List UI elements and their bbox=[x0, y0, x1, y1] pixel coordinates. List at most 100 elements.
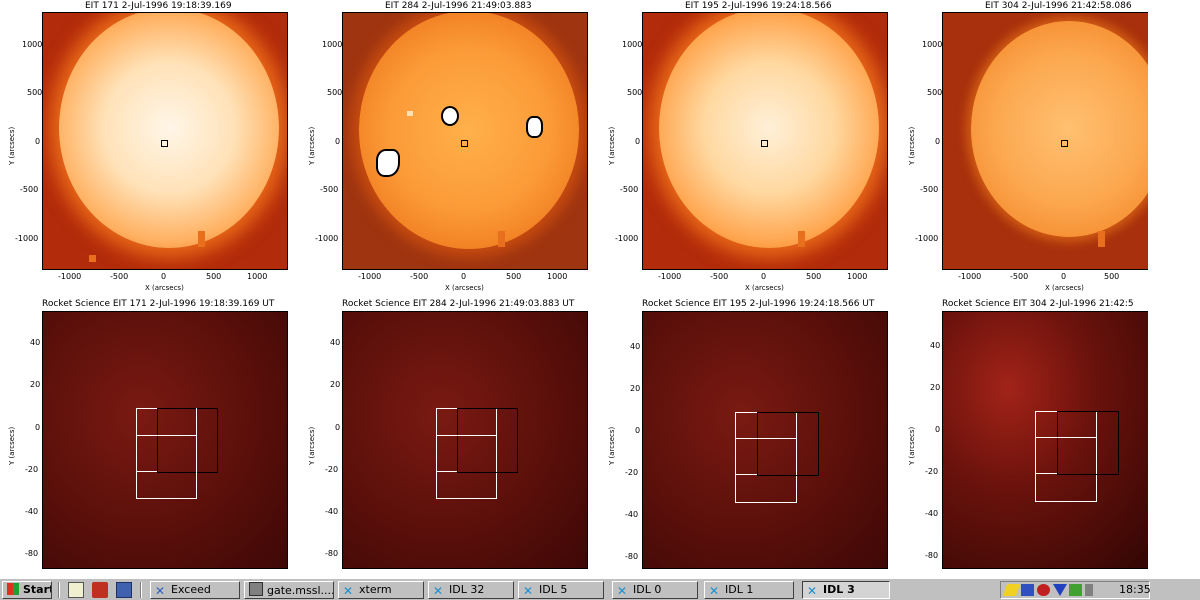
y-tick: 40 bbox=[930, 341, 941, 350]
x-tick: -1000 bbox=[58, 272, 82, 281]
taskbar-button-exceed[interactable]: ✕ Exceed bbox=[150, 581, 240, 599]
y-axis-label: Y (arcsecs) bbox=[908, 426, 916, 465]
system-tray: 18:35 bbox=[1000, 581, 1151, 599]
taskbar-button-label: IDL 0 bbox=[633, 583, 662, 596]
plot-title: EIT 304 2-Jul-1996 21:42:58.086 bbox=[985, 1, 1132, 11]
sun-image-195 bbox=[642, 12, 888, 270]
x-tick: 500 bbox=[206, 272, 222, 281]
y-tick: -20 bbox=[925, 467, 939, 476]
y-tick: -500 bbox=[320, 185, 339, 194]
plot-title: Rocket Science EIT 195 2-Jul-1996 19:24:… bbox=[642, 299, 875, 309]
y-tick: 500 bbox=[627, 88, 643, 97]
x-axis-label: X (arcsecs) bbox=[1045, 284, 1084, 292]
taskbar-divider bbox=[140, 582, 142, 598]
taskbar-button-telnet[interactable]: gate.mssl.... bbox=[244, 581, 334, 599]
y-tick: 20 bbox=[30, 380, 41, 389]
start-button[interactable]: Start bbox=[2, 581, 52, 599]
network-icon[interactable] bbox=[116, 582, 132, 598]
y-axis-label: Y (arcsecs) bbox=[8, 126, 16, 165]
y-tick: -20 bbox=[25, 465, 39, 474]
display-icon[interactable] bbox=[1021, 584, 1034, 596]
y-tick: -80 bbox=[925, 551, 939, 560]
y-axis-label: Y (arcsecs) bbox=[608, 426, 616, 465]
y-tick: 0 bbox=[35, 423, 41, 432]
y-tick: 0 bbox=[635, 426, 641, 435]
x-tick: -1000 bbox=[958, 272, 982, 281]
taskbar-button-idl3[interactable]: ✕ IDL 3 bbox=[802, 581, 890, 599]
y-tick: 1000 bbox=[322, 40, 343, 49]
y-tick: 500 bbox=[27, 88, 43, 97]
telnet-icon bbox=[249, 582, 263, 596]
volume-icon[interactable] bbox=[1085, 584, 1093, 596]
taskbar-button-label: Exceed bbox=[171, 583, 211, 596]
y-tick: 40 bbox=[330, 338, 341, 347]
sun-image-284 bbox=[342, 12, 588, 270]
y-tick: 20 bbox=[630, 384, 641, 393]
taskbar-button-label: gate.mssl.... bbox=[267, 584, 334, 597]
x-tick: -1000 bbox=[658, 272, 682, 281]
y-axis-label: Y (arcsecs) bbox=[608, 126, 616, 165]
desktop-background bbox=[1148, 0, 1200, 600]
y-tick: -20 bbox=[625, 468, 639, 477]
x-axis-label: X (arcsecs) bbox=[145, 284, 184, 292]
y-tick: 1000 bbox=[22, 40, 43, 49]
y-tick: 1000 bbox=[922, 40, 943, 49]
app-launcher-icon[interactable] bbox=[92, 582, 108, 598]
x-icon: ✕ bbox=[709, 584, 720, 598]
app-tray-icon[interactable] bbox=[1069, 584, 1082, 596]
y-tick: -500 bbox=[920, 185, 939, 194]
exceed-icon: ✕ bbox=[155, 584, 166, 598]
x-tick: 500 bbox=[1104, 272, 1120, 281]
y-tick: 0 bbox=[935, 137, 941, 146]
antivirus-icon[interactable] bbox=[1037, 584, 1050, 596]
taskbar-button-idl0[interactable]: ✕ IDL 0 bbox=[612, 581, 698, 599]
x-icon: ✕ bbox=[343, 584, 354, 598]
y-tick: -40 bbox=[625, 510, 639, 519]
y-tick: 0 bbox=[35, 137, 41, 146]
x-tick: 500 bbox=[806, 272, 822, 281]
y-tick: -40 bbox=[25, 507, 39, 516]
sun-image-304 bbox=[942, 12, 1148, 270]
y-tick: -40 bbox=[325, 507, 339, 516]
x-axis-label: X (arcsecs) bbox=[745, 284, 784, 292]
x-icon: ✕ bbox=[617, 584, 628, 598]
y-tick: 0 bbox=[635, 137, 641, 146]
y-axis-label: Y (arcsecs) bbox=[308, 126, 316, 165]
y-axis-label: Y (arcsecs) bbox=[908, 126, 916, 165]
notepad-icon[interactable] bbox=[68, 582, 84, 598]
y-tick: 20 bbox=[330, 380, 341, 389]
y-tick: 1000 bbox=[622, 40, 643, 49]
y-tick: 40 bbox=[30, 338, 41, 347]
start-label: Start bbox=[23, 583, 52, 596]
y-tick: 500 bbox=[327, 88, 343, 97]
taskbar-button-idl5[interactable]: ✕ IDL 5 bbox=[518, 581, 604, 599]
x-tick: -500 bbox=[710, 272, 729, 281]
y-tick: -500 bbox=[20, 185, 39, 194]
y-tick: 0 bbox=[335, 423, 341, 432]
taskbar-button-idl1[interactable]: ✕ IDL 1 bbox=[704, 581, 794, 599]
taskbar-button-label: xterm bbox=[359, 583, 392, 596]
taskbar-button-label: IDL 5 bbox=[539, 583, 568, 596]
x-tick: -500 bbox=[110, 272, 129, 281]
x-icon: ✕ bbox=[523, 584, 534, 598]
power-icon[interactable] bbox=[1002, 584, 1021, 596]
plot-title: Rocket Science EIT 171 2-Jul-1996 19:18:… bbox=[42, 299, 275, 309]
y-tick: -40 bbox=[925, 509, 939, 518]
x-tick: 0 bbox=[1061, 272, 1067, 281]
y-tick: -1000 bbox=[315, 234, 339, 243]
x-tick: -1000 bbox=[358, 272, 382, 281]
arrow-down-icon[interactable] bbox=[1053, 584, 1067, 596]
taskbar-button-label: IDL 1 bbox=[725, 583, 754, 596]
taskbar-button-idl32[interactable]: ✕ IDL 32 bbox=[428, 581, 514, 599]
x-tick: 1000 bbox=[547, 272, 568, 281]
zoom-image-304 bbox=[942, 311, 1148, 569]
x-tick: 0 bbox=[161, 272, 167, 281]
x-tick: -500 bbox=[410, 272, 429, 281]
taskbar-button-xterm[interactable]: ✕ xterm bbox=[338, 581, 424, 599]
zoom-image-284 bbox=[342, 311, 588, 569]
y-tick: -80 bbox=[325, 549, 339, 558]
x-tick: 0 bbox=[761, 272, 767, 281]
y-tick: -80 bbox=[625, 552, 639, 561]
taskbar-divider bbox=[58, 582, 60, 598]
y-tick: 20 bbox=[930, 383, 941, 392]
